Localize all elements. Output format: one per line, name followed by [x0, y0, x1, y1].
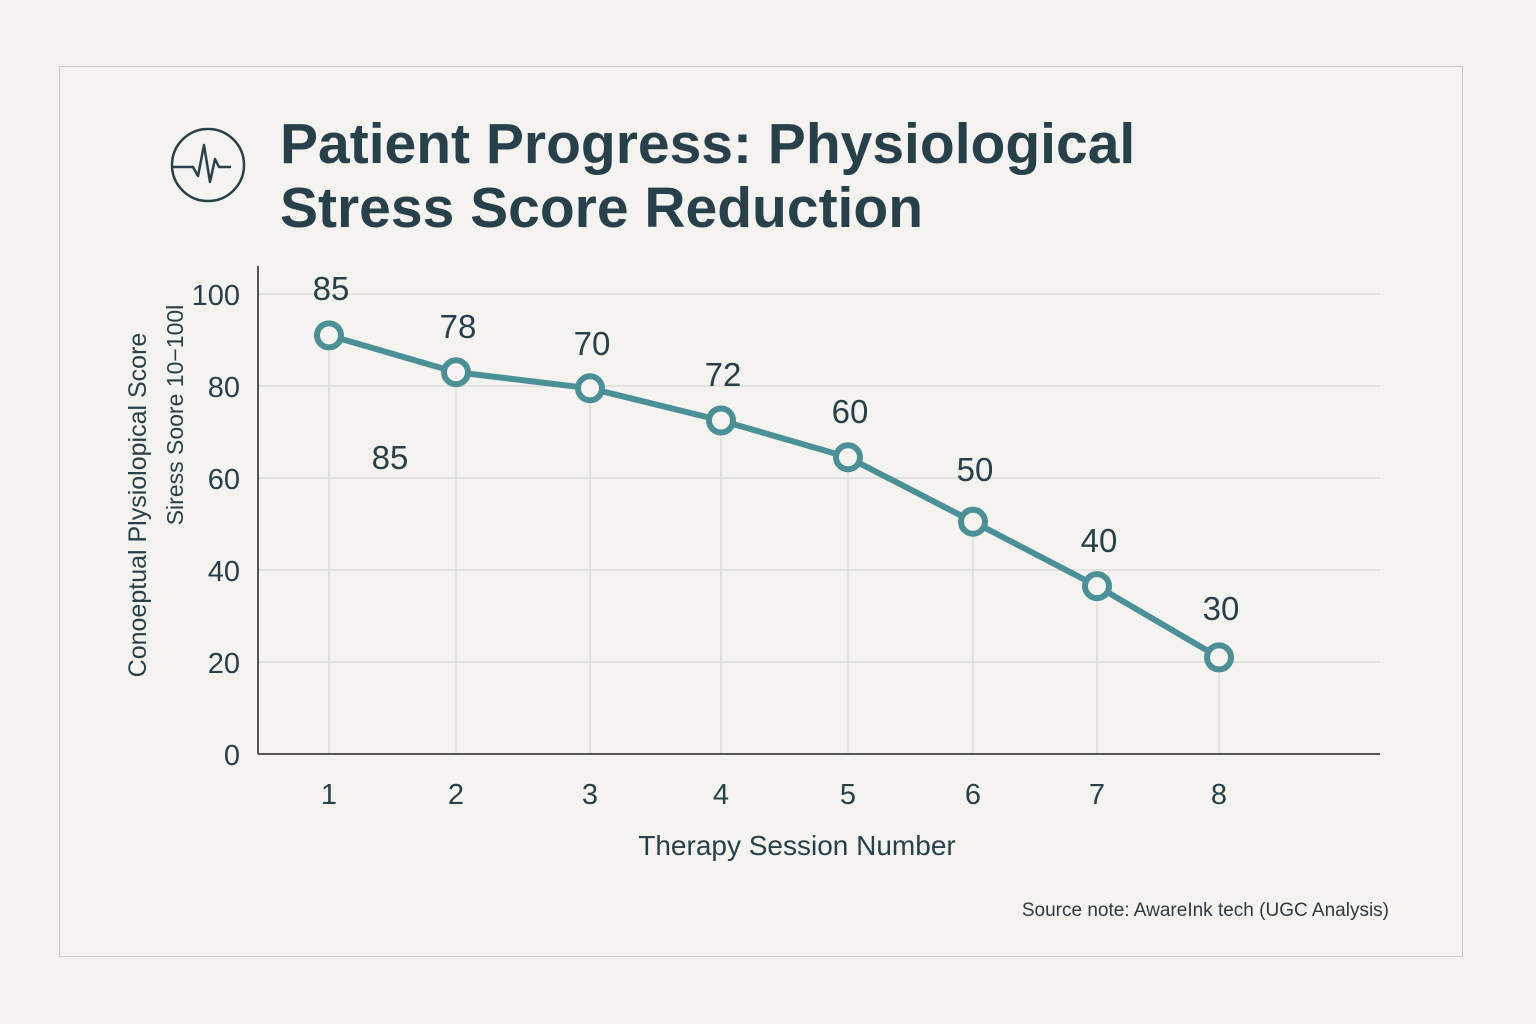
- y-axis-label-line-1: Conoeptual Plysiolopical Score: [124, 333, 152, 678]
- data-labels: 85 78 70 72 60 50 40 30: [313, 270, 1240, 627]
- x-axis-label: Therapy Session Number: [638, 830, 955, 861]
- chart-title: Patient Progress: Physiological Stress S…: [280, 112, 1180, 240]
- stray-data-label: 85: [372, 439, 409, 476]
- y-tick-label-80: 80: [208, 372, 240, 404]
- source-note: Source note: AwareInk tech (UGC Analysis…: [1021, 900, 1389, 921]
- x-tick-label-5: 5: [840, 779, 856, 811]
- y-tick-label-60: 60: [208, 464, 240, 496]
- y-axis-label-line-2: Siress Soore 10−100l: [162, 305, 188, 526]
- x-tick-label-7: 7: [1089, 779, 1105, 811]
- chart-card: [59, 66, 1463, 957]
- data-point-7: [1082, 571, 1112, 602]
- y-tick-label-40: 40: [208, 556, 240, 588]
- data-point-2: [441, 357, 471, 388]
- data-label-4: 72: [705, 356, 742, 393]
- data-point-1: [314, 320, 344, 351]
- data-label-5: 60: [832, 393, 869, 430]
- heartbeat-pulse-icon: [170, 127, 246, 203]
- y-tick-label-20: 20: [208, 648, 240, 680]
- data-point-8: [1204, 642, 1234, 673]
- data-label-2: 78: [440, 308, 477, 345]
- x-tick-label-2: 2: [448, 779, 464, 811]
- chart-title-line-2: Stress Score Reduction: [280, 176, 924, 240]
- data-label-7: 40: [1081, 522, 1118, 559]
- chart-grid: [258, 293, 1380, 754]
- x-tick-label-3: 3: [582, 779, 598, 811]
- x-axis-ticks: 1 2 3 4 5 6 7 8: [321, 779, 1227, 811]
- series-points: [314, 320, 1234, 673]
- data-point-6: [958, 506, 988, 537]
- x-tick-label-4: 4: [713, 779, 729, 811]
- x-tick-label-6: 6: [965, 779, 981, 811]
- y-tick-label-0: 0: [224, 740, 240, 772]
- data-label-1: 85: [313, 270, 350, 307]
- y-axis-ticks: 0 20 40 60 80 100: [192, 280, 240, 772]
- data-point-3: [575, 373, 605, 404]
- chart-title-line-1: Patient Progress: Physiological: [280, 112, 1136, 176]
- data-point-4: [706, 405, 736, 436]
- data-point-5: [833, 442, 863, 473]
- data-label-8: 30: [1203, 590, 1240, 627]
- series-line: [328, 332, 1221, 660]
- data-label-3: 70: [574, 325, 611, 362]
- x-tick-label-1: 1: [321, 779, 337, 811]
- y-tick-label-100: 100: [192, 280, 240, 312]
- data-label-6: 50: [957, 451, 994, 488]
- x-tick-label-8: 8: [1211, 779, 1227, 811]
- chart-axes: [257, 266, 1380, 755]
